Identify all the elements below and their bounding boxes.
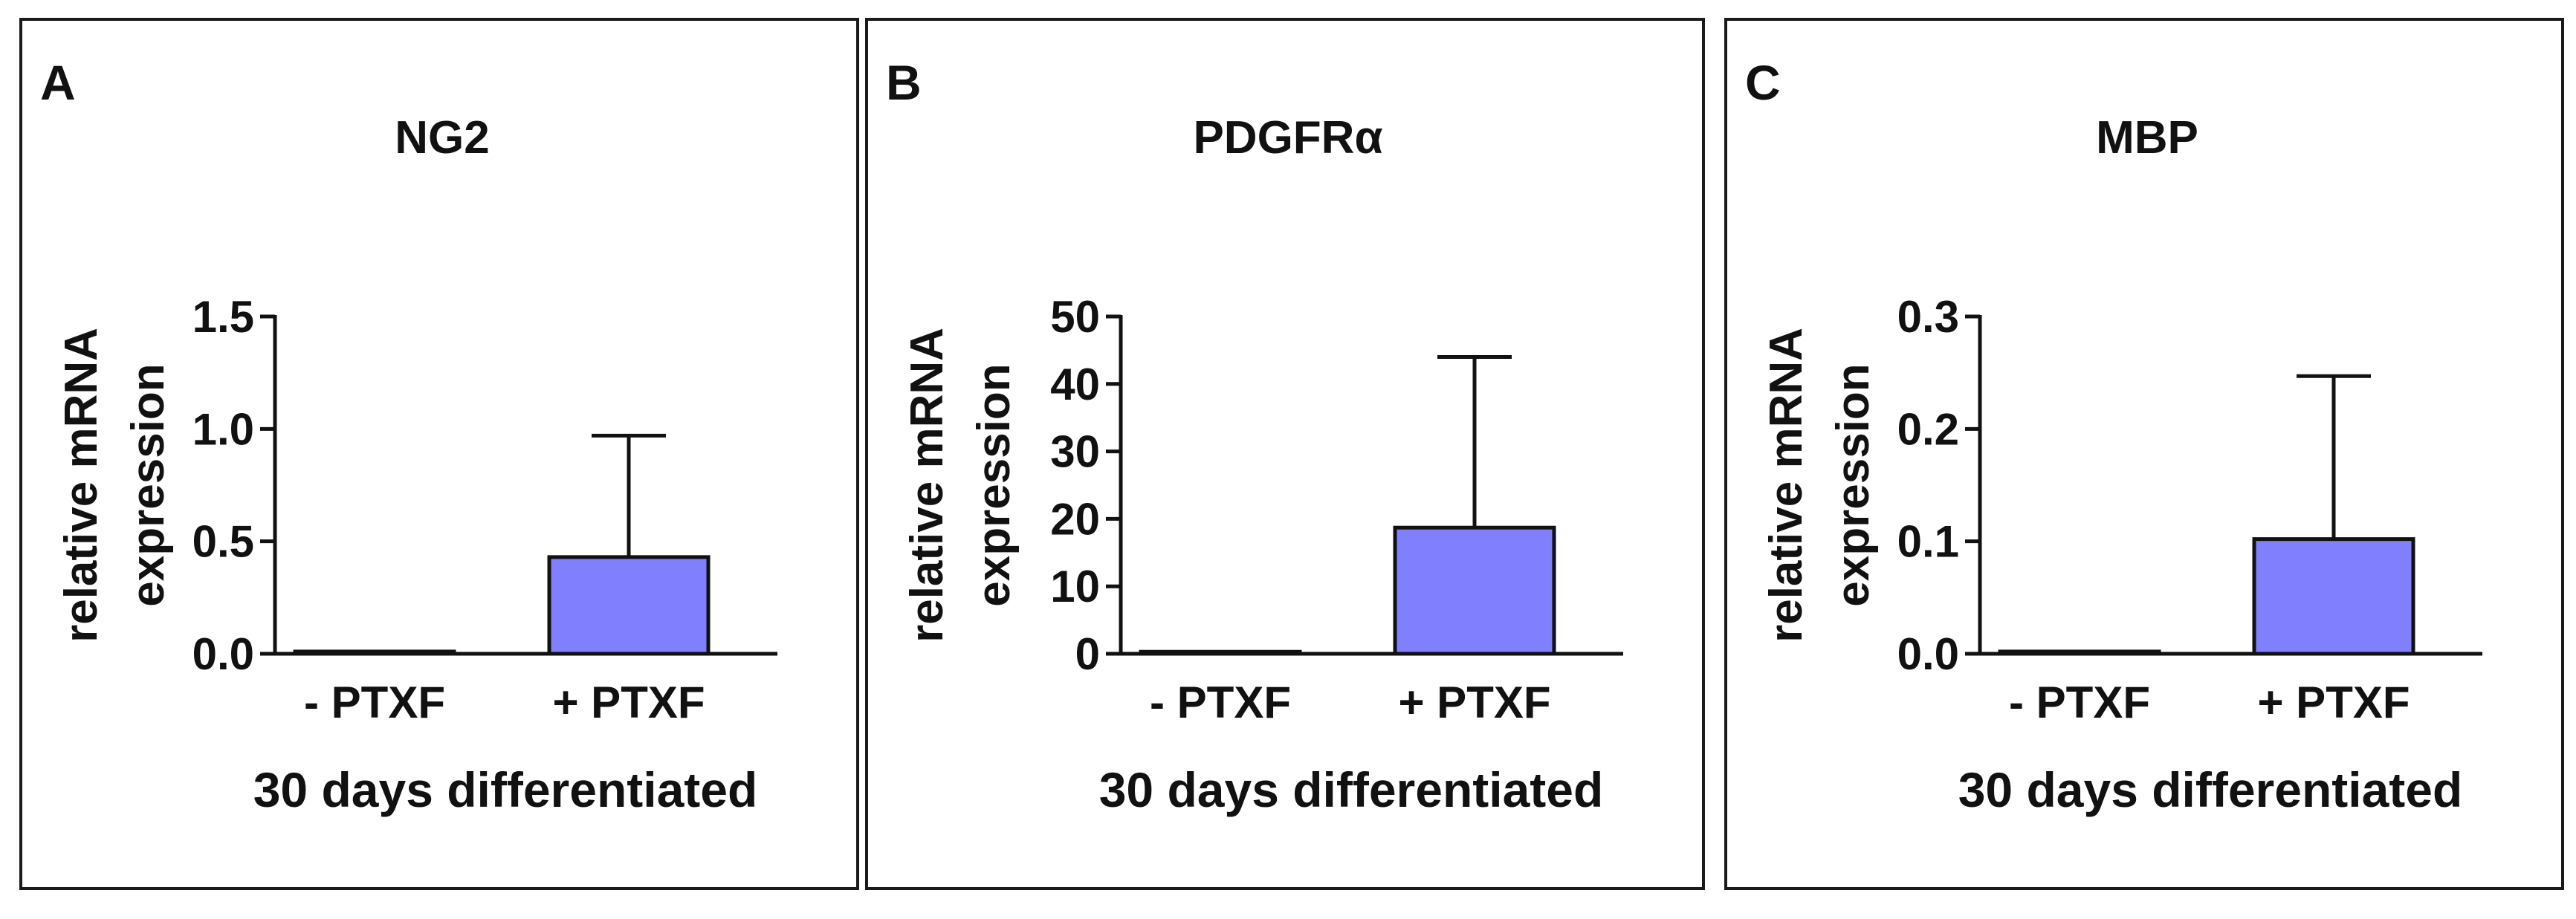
bar: [1998, 649, 2161, 656]
x-tick-label: - PTXF: [2009, 678, 2150, 727]
chart-title: PDGFRα: [1193, 112, 1382, 163]
chart-panel-b: B PDGFRα relative mRNA expression 0 10 20 30 40 5…: [865, 18, 1705, 890]
y-tick-label: 0.3: [1897, 292, 1959, 342]
chart-panel-a: A NG2 relative mRNA expression 0.0 0.5 1.0 1.5 -…: [19, 18, 859, 890]
y-tick-label: 10: [1050, 562, 1100, 611]
y-tick-label: 0.0: [192, 629, 254, 679]
x-axis-label: 30 days differentiated: [1099, 762, 1604, 817]
chart-title: NG2: [395, 112, 489, 163]
panel-letter: B: [886, 55, 922, 110]
y-tick-label: 1.0: [192, 404, 254, 454]
x-tick-label: - PTXF: [304, 678, 445, 727]
y-axis-label: expression: [123, 363, 174, 606]
panel-letter: A: [40, 55, 76, 110]
bar: [1139, 649, 1302, 656]
chart-c-svg: C MBP relative mRNA expression 0.0 0.1 0.2 0.3 -…: [1745, 55, 2482, 817]
y-axis-label: relative mRNA: [1761, 328, 1812, 643]
y-tick-label: 0.5: [192, 517, 254, 567]
y-tick-label: 30: [1050, 427, 1100, 477]
panel-letter: C: [1745, 55, 1781, 110]
y-tick-label: 0: [1075, 629, 1100, 679]
chart-panel-c: C MBP relative mRNA expression 0.0 0.1 0.2 0.3 -…: [1724, 18, 2564, 890]
bar: [2252, 537, 2415, 656]
y-axis-label: relative mRNA: [902, 328, 953, 643]
bar: [293, 649, 456, 656]
x-axis-label: 30 days differentiated: [1958, 762, 2463, 817]
bar: [547, 555, 711, 656]
y-tick-label: 0.2: [1897, 404, 1959, 454]
y-tick-label: 50: [1050, 292, 1100, 342]
chart-title: MBP: [2096, 112, 2198, 163]
x-tick-label: - PTXF: [1150, 678, 1291, 727]
chart-b-svg: B PDGFRα relative mRNA expression 0 10 20 30 40 5…: [886, 55, 1623, 817]
x-tick-label: + PTXF: [552, 678, 705, 727]
chart-a-svg: A NG2 relative mRNA expression 0.0 0.5 1.0 1.5 -…: [40, 55, 777, 817]
bar: [1393, 525, 1556, 656]
y-axis-label: expression: [1828, 363, 1879, 606]
y-axis-label: relative mRNA: [56, 328, 107, 643]
x-axis-label: 30 days differentiated: [253, 762, 758, 817]
y-tick-label: 40: [1050, 360, 1100, 409]
y-tick-label: 1.5: [192, 292, 254, 342]
x-tick-label: + PTXF: [1398, 678, 1550, 727]
y-tick-label: 0.0: [1897, 629, 1959, 679]
y-tick-label: 20: [1050, 494, 1100, 544]
x-tick-label: + PTXF: [2257, 678, 2410, 727]
y-axis-label: expression: [968, 363, 1020, 606]
y-tick-label: 0.1: [1897, 517, 1959, 567]
